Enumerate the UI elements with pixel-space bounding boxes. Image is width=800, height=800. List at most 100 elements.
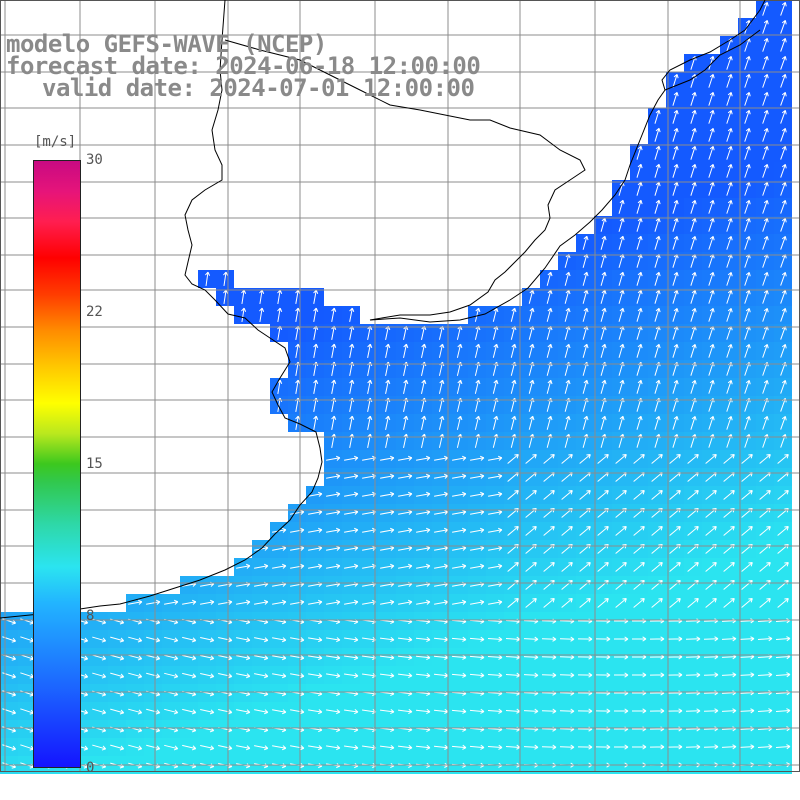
wind-arrow [597,490,609,500]
wind-arrow [726,235,733,250]
wind-arrow [582,379,589,394]
wind-arrow [577,672,593,678]
wind-arrow [469,672,485,678]
wind-arrow [780,236,787,250]
wind-arrow [654,217,661,232]
wind-arrow [687,580,699,590]
wind-arrow [543,562,555,572]
wind-arrow [654,289,661,304]
wind-arrow [474,415,481,430]
wind-arrow [313,343,319,358]
wind-arrow [705,562,717,572]
wind-arrow [654,145,661,160]
wind-arrow [308,655,323,661]
wind-arrow [708,379,715,394]
wind-arrow [434,545,449,551]
wind-arrow [507,526,519,536]
wind-arrow [654,271,661,286]
wind-arrow [344,673,359,679]
wind-arrow [636,163,643,178]
wind-arrow [367,415,373,430]
wind-arrow [595,708,611,714]
wind-arrow [182,599,197,605]
wind-arrow [523,708,539,714]
wind-arrow [672,271,679,286]
wind-arrow [654,235,661,250]
wind-arrow [492,379,499,394]
wind-arrow [241,289,247,304]
wind-arrow [636,217,643,232]
wind-arrow [92,672,107,679]
wind-arrow [597,598,609,608]
wind-arrow [277,289,283,304]
wind-arrow [434,563,449,569]
wind-arrow [146,744,161,751]
wind-arrow [582,289,589,304]
model-title: modelo GEFS-WAVE (NCEP) [6,30,327,58]
wind-arrow [762,218,769,232]
wind-arrow [470,491,485,497]
wind-arrow [600,289,607,304]
wind-arrow [290,709,305,715]
wind-arrow [615,562,627,572]
wind-arrow [687,490,699,500]
wind-arrow [218,655,233,661]
wind-arrow [672,199,679,214]
wind-arrow [597,580,609,590]
wind-arrow [146,708,161,715]
wind-arrow [543,490,555,500]
wind-arrow [398,509,413,515]
wind-arrow [543,454,555,464]
wind-arrow [669,562,681,572]
wind-arrow [636,271,643,286]
wind-arrow [777,490,789,500]
wind-arrow [546,343,553,358]
wind-arrow [416,491,431,497]
wind-arrow [385,343,391,358]
wind-arrow [290,637,305,643]
wind-arrow [708,163,715,178]
wind-arrow [744,127,751,142]
wind-arrow [438,379,445,394]
wind-arrow [757,744,773,750]
wind-arrow [326,473,341,479]
wind-arrow [579,490,591,500]
wind-arrow [739,636,755,642]
wind-arrow [379,672,395,679]
wind-arrow [452,563,467,569]
wind-arrow [690,109,697,124]
wind-arrow [451,654,467,660]
wind-arrow [577,708,593,714]
wind-arrow [541,672,557,678]
wind-arrow [636,145,643,160]
wind-arrow [631,708,647,714]
forecast-date: forecast date: 2024-06-18 12:00:00 [6,52,481,80]
wind-arrow [600,271,607,286]
wind-arrow [164,672,179,679]
wind-arrow [672,73,679,88]
wind-arrow [434,455,449,461]
wind-arrow [344,563,359,569]
wind-arrow [543,580,555,590]
wind-arrow [690,307,697,322]
wind-arrow [403,415,409,430]
wind-arrow [182,654,197,661]
wind-arrow [525,562,537,572]
wind-arrow [434,527,449,533]
wind-arrow [667,708,683,714]
wind-arrow [205,271,211,286]
wind-arrow [672,307,679,322]
wind-arrow [254,673,269,679]
wind-arrow [726,73,733,88]
wind-arrow [313,415,319,430]
wind-arrow [762,380,769,394]
wind-arrow [290,563,305,569]
wind-arrow [690,145,697,160]
wind-arrow [110,654,125,661]
wind-arrow [380,491,395,497]
wind-arrow [561,598,573,608]
wind-arrow [528,379,535,394]
wind-arrow [507,598,519,608]
wind-arrow [541,708,557,714]
wind-arrow [561,562,573,572]
